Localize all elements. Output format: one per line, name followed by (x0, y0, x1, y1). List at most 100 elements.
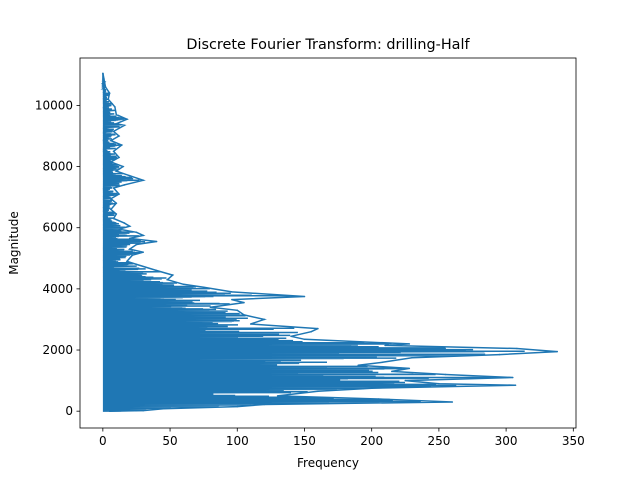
plot-area (100, 72, 558, 413)
y-tick-label: 0 (65, 404, 73, 418)
data-point (123, 184, 126, 186)
data-point (115, 213, 118, 215)
x-tick-label: 100 (226, 434, 249, 448)
data-point (118, 135, 120, 137)
data-point (384, 344, 386, 347)
data-point (110, 139, 112, 142)
x-axis: 0 50 100 150 200 250 300 350 (99, 428, 585, 448)
data-point (131, 254, 134, 256)
y-tick-label: 6000 (42, 221, 73, 235)
data-point (411, 356, 413, 359)
data-point (202, 286, 205, 289)
chart-title: Discrete Fourier Transform: drilling-Hal… (186, 37, 470, 53)
data-point (263, 318, 266, 321)
data-point (115, 113, 118, 116)
data-point (556, 350, 558, 353)
x-tick-label: 250 (427, 434, 450, 448)
data-point (444, 373, 447, 376)
x-tick-label: 350 (562, 434, 585, 448)
data-point (108, 92, 111, 94)
data-point (135, 231, 138, 234)
data-point (263, 403, 266, 406)
series-spectrum (100, 73, 525, 412)
data-point (209, 306, 212, 309)
y-tick-label: 4000 (42, 282, 73, 296)
data-point (122, 165, 124, 168)
data-point (236, 405, 239, 408)
data-point (166, 278, 169, 281)
data-point (118, 228, 120, 230)
data-point (391, 370, 393, 373)
data-point (290, 335, 292, 338)
data-point (155, 240, 158, 243)
data-point (377, 398, 380, 400)
data-point (112, 130, 115, 133)
data-point (128, 225, 131, 227)
data-point (357, 364, 360, 367)
data-point (112, 217, 115, 220)
y-tick-label: 8000 (42, 160, 73, 174)
data-point (108, 410, 111, 413)
data-point (128, 174, 131, 177)
data-point (142, 234, 144, 237)
data-point (118, 193, 120, 195)
data-point (102, 72, 104, 75)
data-point (115, 202, 118, 204)
data-point (512, 376, 514, 379)
data-point (155, 269, 158, 272)
data-point (135, 263, 138, 266)
y-tick-label: 2000 (42, 343, 73, 357)
data-point (408, 343, 411, 345)
x-tick-label: 50 (162, 434, 177, 448)
data-point (249, 323, 252, 325)
data-point (303, 295, 306, 298)
data-point (114, 106, 116, 108)
data-point (317, 327, 319, 330)
data-point (451, 401, 454, 403)
x-tick-label: 300 (495, 434, 518, 448)
data-point (310, 330, 313, 333)
data-point (142, 409, 144, 412)
x-tick-label: 0 (99, 434, 107, 448)
data-point (128, 248, 131, 250)
data-point (110, 208, 112, 211)
data-point (123, 124, 126, 127)
x-tick-label: 150 (293, 434, 316, 448)
data-point (128, 237, 131, 240)
x-tick-label: 200 (360, 434, 383, 448)
data-point (123, 222, 126, 224)
data-point (236, 309, 239, 312)
y-axis: 0 2000 4000 6000 8000 10000 (35, 98, 80, 418)
data-point (370, 387, 373, 390)
data-point (438, 382, 440, 385)
data-point (110, 161, 112, 163)
data-point (243, 314, 245, 316)
data-point (104, 86, 107, 88)
data-point (112, 150, 115, 153)
data-point (112, 187, 115, 189)
data-point (408, 367, 411, 370)
data-point (135, 243, 138, 246)
data-point (514, 384, 517, 387)
data-point (142, 179, 144, 182)
data-point (276, 395, 279, 397)
data-point (182, 283, 185, 286)
data-point (303, 338, 306, 341)
data-point (111, 103, 114, 105)
data-point (243, 301, 245, 304)
data-point (115, 170, 118, 172)
data-point (118, 156, 120, 159)
data-point (498, 353, 501, 356)
data-point (120, 144, 123, 146)
axes-frame (79, 57, 577, 429)
data-point (516, 347, 518, 350)
y-tick-label: 10000 (35, 98, 73, 112)
data-point (231, 291, 233, 293)
data-point (381, 361, 384, 364)
data-point (171, 274, 174, 276)
data-point (317, 390, 319, 393)
data-point (126, 260, 128, 263)
data-point (126, 118, 128, 120)
